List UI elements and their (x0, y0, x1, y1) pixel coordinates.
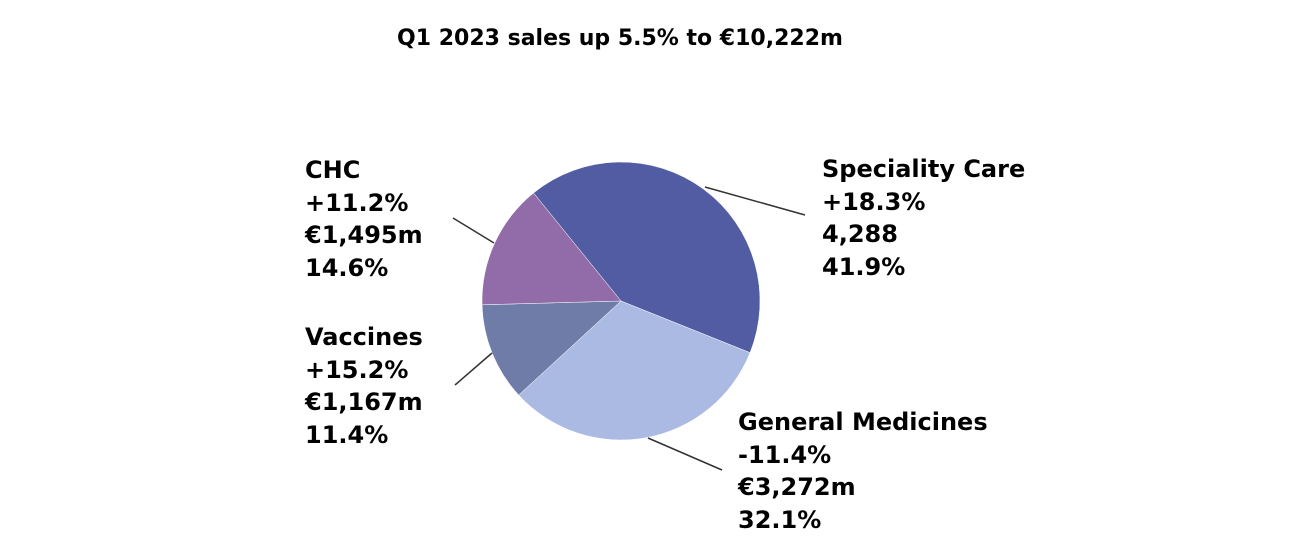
leader-line-general-medicines (647, 437, 723, 471)
slice-share: 41.9% (822, 252, 906, 281)
slice-growth: +15.2% (305, 355, 409, 384)
label-chc: CHC +11.2% €1,495m 14.6% (305, 154, 423, 284)
label-speciality-care: Speciality Care +18.3% 4,288 41.9% (822, 153, 1025, 283)
slice-share: 32.1% (738, 505, 822, 534)
slice-sales: €3,272m (738, 473, 856, 501)
label-vaccines: Vaccines +15.2% €1,167m 11.4% (305, 321, 423, 451)
label-general-medicines: General Medicines -11.4% €3,272m 32.1% (738, 406, 988, 536)
leader-line-speciality-care (704, 186, 806, 216)
slice-growth: -11.4% (738, 440, 832, 469)
slice-name: General Medicines (738, 408, 988, 436)
slice-share: 11.4% (305, 420, 389, 449)
slice-name: Speciality Care (822, 155, 1026, 183)
leader-line-chc (452, 217, 495, 244)
slice-share: 14.6% (305, 253, 389, 282)
pie-slice-general-medicines (518, 300, 751, 441)
slice-sales: €1,495m (305, 221, 423, 249)
pie-slice-chc (481, 192, 622, 306)
chart-title: Q1 2023 sales up 5.5% to €10,222m (397, 26, 843, 51)
slice-sales: 4,288 (822, 220, 898, 248)
slice-growth: +11.2% (305, 188, 409, 217)
pie-slice-vaccines (481, 300, 622, 396)
pie-slice-speciality-care (533, 161, 761, 354)
slice-growth: +18.3% (822, 187, 926, 216)
slice-name: CHC (305, 156, 361, 184)
leader-line-vaccines (454, 352, 493, 386)
slice-sales: €1,167m (305, 388, 423, 416)
slice-name: Vaccines (305, 323, 423, 351)
